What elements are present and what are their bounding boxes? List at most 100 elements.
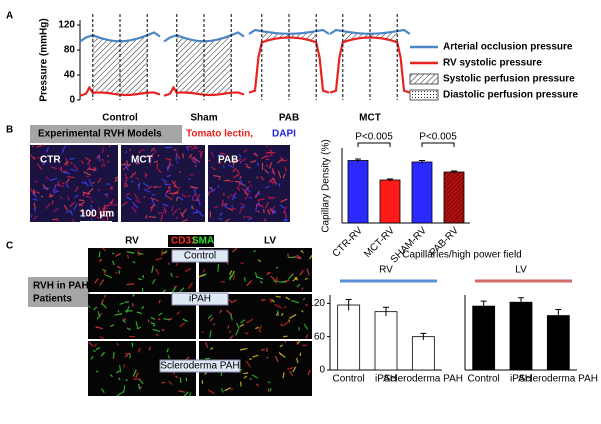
vessel bbox=[227, 325, 230, 329]
vessel bbox=[291, 299, 300, 304]
vessel bbox=[112, 203, 119, 207]
vessel bbox=[90, 200, 94, 203]
vessel bbox=[63, 204, 69, 211]
vessel bbox=[285, 296, 291, 301]
vessel bbox=[62, 171, 71, 175]
vessel bbox=[265, 185, 270, 189]
vessel bbox=[284, 218, 287, 223]
vessel bbox=[170, 272, 173, 277]
side-label: Patients bbox=[33, 294, 72, 305]
vessel bbox=[224, 218, 230, 223]
vessel bbox=[125, 192, 131, 197]
vessel bbox=[135, 321, 139, 329]
vessel bbox=[53, 208, 59, 212]
vessel bbox=[181, 193, 184, 197]
vessel bbox=[33, 208, 37, 212]
vessel bbox=[309, 254, 313, 260]
vessel bbox=[50, 166, 58, 170]
vessel bbox=[32, 215, 38, 220]
vessel bbox=[257, 259, 262, 263]
vessel bbox=[243, 277, 246, 282]
vessel bbox=[259, 280, 263, 284]
vessel bbox=[56, 219, 60, 222]
vessel bbox=[278, 352, 286, 358]
vessel bbox=[204, 372, 208, 375]
vessel bbox=[199, 150, 204, 155]
vessel bbox=[287, 366, 295, 370]
vessel bbox=[248, 195, 253, 200]
vessel bbox=[160, 250, 164, 257]
vessel bbox=[271, 211, 277, 214]
vessel bbox=[79, 209, 86, 215]
vessel bbox=[175, 275, 179, 278]
vessel bbox=[175, 262, 179, 266]
vessel bbox=[219, 152, 227, 156]
vessel bbox=[217, 185, 220, 189]
y-tick-label: 80 bbox=[64, 45, 76, 56]
vessel bbox=[161, 178, 168, 183]
vessel bbox=[229, 194, 234, 197]
vessel bbox=[213, 174, 222, 178]
vessel bbox=[287, 253, 290, 259]
vessel bbox=[230, 388, 234, 391]
vessel bbox=[258, 330, 262, 333]
vessel bbox=[130, 172, 135, 179]
stain-label: DAPI bbox=[272, 129, 296, 140]
vessel bbox=[150, 153, 155, 156]
vessel bbox=[191, 192, 197, 199]
vessel bbox=[145, 215, 148, 219]
vessel bbox=[40, 195, 44, 198]
vessel bbox=[177, 196, 184, 201]
vessel bbox=[166, 174, 172, 178]
vessel bbox=[269, 387, 272, 392]
y-axis-label: Capillary Density (%) bbox=[321, 139, 332, 232]
vessel bbox=[93, 306, 98, 311]
vessel bbox=[30, 154, 36, 160]
vessel bbox=[51, 200, 54, 205]
vessel bbox=[65, 178, 70, 184]
vessel bbox=[168, 186, 170, 189]
vessel bbox=[32, 198, 38, 201]
vessel bbox=[151, 265, 154, 273]
vessel bbox=[135, 372, 139, 379]
vessel bbox=[74, 186, 79, 193]
vessel bbox=[42, 184, 49, 191]
vessel bbox=[276, 157, 284, 164]
vessel bbox=[124, 150, 128, 154]
vessel bbox=[185, 377, 188, 382]
vessel bbox=[101, 147, 104, 154]
vessel bbox=[238, 183, 241, 188]
vessel bbox=[301, 309, 304, 313]
side-label: RVH in PAH bbox=[33, 281, 89, 292]
vessel bbox=[182, 218, 188, 223]
vessel bbox=[167, 355, 171, 359]
vessel bbox=[239, 175, 242, 179]
vessel bbox=[275, 295, 281, 298]
vessel bbox=[225, 202, 228, 206]
vessel bbox=[235, 322, 240, 329]
vessel bbox=[269, 298, 273, 304]
vessel bbox=[143, 195, 146, 199]
vessel bbox=[110, 185, 113, 189]
vessel bbox=[93, 343, 97, 348]
chart-title: RV bbox=[379, 265, 393, 276]
vessel bbox=[152, 328, 161, 332]
vessel bbox=[282, 320, 290, 327]
image-label: PAB bbox=[218, 155, 238, 166]
vessel bbox=[52, 218, 59, 221]
vessel bbox=[59, 185, 65, 187]
vessel bbox=[104, 203, 110, 207]
vessel bbox=[109, 187, 114, 190]
y-axis-label: Pressure (mmHg) bbox=[39, 18, 50, 101]
vessel bbox=[112, 356, 115, 360]
vessel bbox=[83, 171, 92, 176]
vessel bbox=[217, 263, 220, 272]
vessel bbox=[123, 385, 126, 393]
vessel bbox=[306, 268, 310, 276]
vessel bbox=[292, 366, 297, 373]
vessel bbox=[126, 283, 135, 286]
vessel bbox=[101, 158, 105, 162]
vessel bbox=[152, 324, 156, 327]
vessel bbox=[120, 163, 127, 166]
vessel bbox=[272, 196, 276, 199]
